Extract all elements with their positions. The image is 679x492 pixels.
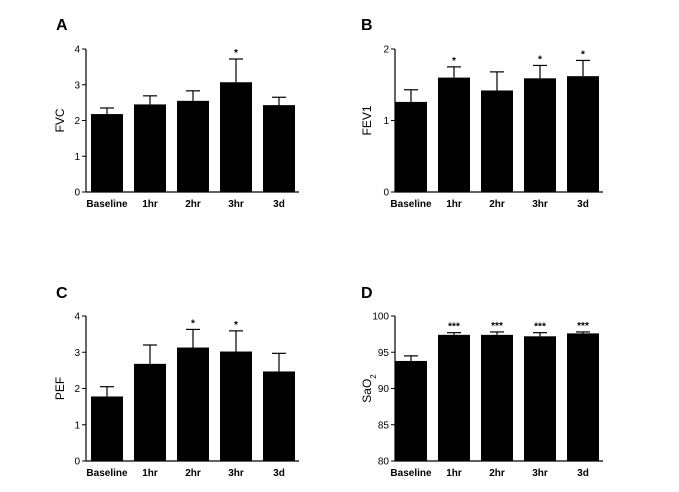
bar <box>134 104 166 192</box>
x-tick-label: 3d <box>273 468 285 479</box>
x-tick-label: Baseline <box>390 468 432 479</box>
x-tick-label: 3hr <box>532 468 548 479</box>
x-tick-label: 2hr <box>489 468 505 479</box>
panel-letter: D <box>361 285 373 302</box>
y-tick-label: 4 <box>74 312 80 323</box>
chart-panel-b: B 0 1 2 FEV1 Baseline 1hr * 2hr 3hr * 3d * <box>360 17 603 210</box>
x-tick-label: 3hr <box>532 199 548 210</box>
y-tick-label: 3 <box>74 80 80 91</box>
bar <box>395 101 427 192</box>
y-axis-label: FVC <box>53 108 67 132</box>
y-tick-label: 1 <box>383 116 389 127</box>
y-tick-label: 4 <box>74 45 80 56</box>
y-axis-label-subscript: 2 <box>369 374 378 379</box>
x-tick-label: 1hr <box>446 468 462 479</box>
bar <box>91 114 123 192</box>
y-tick-label: 2 <box>383 45 389 56</box>
x-tick-label: 3hr <box>228 199 244 210</box>
y-tick-label: 3 <box>74 348 80 359</box>
y-tick-label: 0 <box>383 188 389 199</box>
bar <box>177 100 209 192</box>
significance-marker: *** <box>491 321 503 332</box>
x-tick-label: 3d <box>577 468 589 479</box>
significance-marker: * <box>581 49 585 60</box>
y-tick-label: 0 <box>74 188 80 199</box>
x-tick-label: Baseline <box>86 199 128 210</box>
y-tick-label: 100 <box>372 312 389 323</box>
bar <box>134 363 166 461</box>
y-axis-label: PEF <box>53 377 67 400</box>
significance-marker: * <box>234 48 238 59</box>
bar <box>438 77 470 192</box>
bar <box>220 351 252 461</box>
significance-marker: *** <box>534 322 546 333</box>
significance-marker: * <box>191 318 195 329</box>
bar <box>567 333 599 461</box>
y-tick-label: 80 <box>378 457 390 468</box>
x-tick-label: 2hr <box>185 468 201 479</box>
bar <box>524 78 556 192</box>
bar <box>524 336 556 461</box>
x-tick-label: 1hr <box>142 468 158 479</box>
y-axis-label: FEV1 <box>360 105 374 135</box>
chart-panel-c: C 0 1 2 3 4 PEF Baseline 1hr 2hr * 3hr * 3d <box>53 285 299 479</box>
y-tick-label: 2 <box>74 384 80 395</box>
x-tick-label: 2hr <box>185 199 201 210</box>
x-tick-label: 1hr <box>446 199 462 210</box>
chart-panel-d: D 80 85 90 95 100 SaO2 Baseline 1hr *** 2hr *** 3hr *… <box>360 285 603 479</box>
y-tick-label: 2 <box>74 116 80 127</box>
panel-letter: B <box>361 17 373 34</box>
y-axis-label: SaO2 <box>360 374 378 403</box>
bar <box>481 90 513 192</box>
significance-marker: *** <box>577 321 589 332</box>
bar <box>481 334 513 461</box>
x-tick-label: 1hr <box>142 199 158 210</box>
y-tick-label: 0 <box>74 457 80 468</box>
bar <box>263 371 295 461</box>
y-tick-label: 1 <box>74 152 80 163</box>
x-tick-label: 2hr <box>489 199 505 210</box>
y-tick-label: 90 <box>378 384 390 395</box>
bar <box>567 76 599 192</box>
bar <box>395 360 427 461</box>
bar <box>91 396 123 461</box>
panel-letter: A <box>56 17 68 34</box>
significance-marker: * <box>538 54 542 65</box>
x-tick-label: 3d <box>577 199 589 210</box>
bar <box>438 334 470 461</box>
x-tick-label: 3hr <box>228 468 244 479</box>
x-tick-label: Baseline <box>86 468 128 479</box>
panel-letter: C <box>56 285 68 302</box>
significance-marker: * <box>234 320 238 331</box>
y-tick-label: 85 <box>378 420 390 431</box>
bar <box>177 347 209 461</box>
x-tick-label: 3d <box>273 199 285 210</box>
significance-marker: *** <box>448 322 460 333</box>
significance-marker: * <box>452 56 456 67</box>
y-tick-label: 95 <box>378 348 390 359</box>
bar <box>220 82 252 192</box>
chart-panel-a: A 0 1 2 3 4 FVC Baseline 1hr 2hr 3hr * 3d <box>53 17 299 210</box>
y-tick-label: 1 <box>74 420 80 431</box>
x-tick-label: Baseline <box>390 199 432 210</box>
bar <box>263 105 295 192</box>
